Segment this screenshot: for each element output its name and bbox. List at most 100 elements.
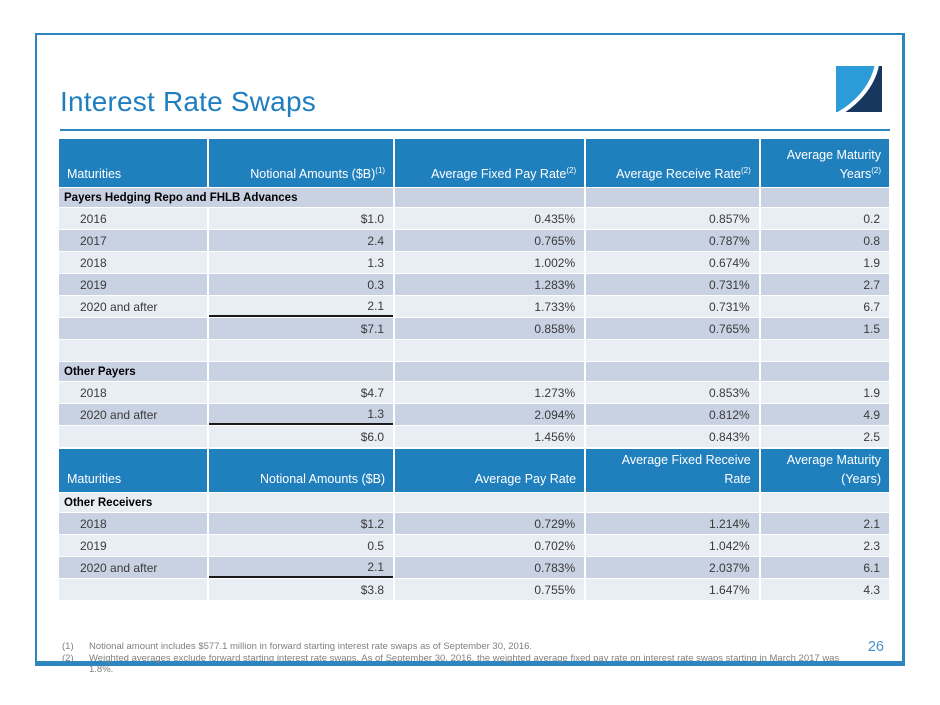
footnote-marker: (1)	[62, 641, 74, 652]
footnote-text: Notional amount includes $577.1 million …	[89, 641, 533, 652]
table-row: 2019 0.5 0.702% 1.042% 2.3	[59, 535, 889, 557]
cell: 2020 and after	[59, 404, 207, 425]
table-row: 2018 $1.2 0.729% 1.214% 2.1	[59, 513, 889, 535]
cell	[586, 340, 759, 361]
cell	[208, 340, 394, 361]
cell: 0.731%	[586, 274, 759, 295]
cell: 2017	[59, 230, 207, 251]
footnote-marker: (2)	[62, 652, 74, 664]
slide-border	[35, 33, 905, 666]
cell	[208, 493, 394, 513]
cell: 0.765%	[395, 230, 585, 251]
cell: 2.1	[208, 557, 394, 579]
cell: $3.8	[208, 579, 394, 601]
column-header-avg-maturity: Average Maturity Years(2)	[760, 139, 889, 187]
cell: 0.843%	[586, 426, 759, 447]
cell	[395, 362, 585, 381]
cell: $1.0	[208, 208, 394, 229]
cell: 1.042%	[586, 535, 759, 557]
cell: 1.283%	[395, 274, 585, 295]
section-header-row: Other Payers	[59, 362, 889, 381]
column-header-maturities: Maturities	[59, 449, 207, 493]
cell: 0.765%	[586, 318, 759, 339]
cell: 2019	[59, 535, 207, 557]
cell: 2.5	[760, 426, 889, 447]
cell: 2016	[59, 208, 207, 229]
column-header-notional: Notional Amounts ($B)	[208, 449, 394, 493]
footnote-text: Weighted averages exclude forward starti…	[89, 652, 840, 676]
table-row: 2020 and after 2.1 0.783% 2.037% 6.1	[59, 557, 889, 579]
cell	[59, 426, 207, 447]
column-header-maturities: Maturities	[59, 139, 207, 187]
cell: 1.733%	[395, 296, 585, 317]
cell: 2.3	[760, 535, 889, 557]
table-row: 2020 and after 2.1 1.733% 0.731% 6.7	[59, 296, 889, 317]
cell: 0.755%	[395, 579, 585, 601]
cell	[208, 362, 394, 381]
cell: 0.702%	[395, 535, 585, 557]
footnote-2: (2) Weighted averages exclude forward st…	[62, 653, 842, 676]
cell	[760, 493, 889, 513]
cell	[59, 340, 207, 361]
page-title: Interest Rate Swaps	[60, 86, 316, 117]
cell: 0.787%	[586, 230, 759, 251]
cell: 4.3	[760, 579, 889, 601]
cell: 2.1	[760, 513, 889, 535]
column-header-pay-rate: Average Pay Rate	[395, 449, 585, 493]
cell: 0.857%	[586, 208, 759, 229]
table-row: $6.0 1.456% 0.843% 2.5	[59, 426, 889, 447]
table-row: 2017 2.4 0.765% 0.787% 0.8	[59, 230, 889, 251]
tables-area: Maturities Notional Amounts ($B)(1) Aver…	[57, 138, 891, 601]
section-header-row: Other Receivers	[59, 493, 889, 513]
footnotes: (1) Notional amount includes $577.1 mill…	[62, 641, 842, 676]
cell: 0.5	[208, 535, 394, 557]
cell: 2018	[59, 513, 207, 535]
cell: 0.783%	[395, 557, 585, 579]
table-row	[59, 340, 889, 361]
cell: 6.7	[760, 296, 889, 317]
cell: 1.647%	[586, 579, 759, 601]
cell: 2019	[59, 274, 207, 295]
cell	[59, 318, 207, 339]
cell: 2020 and after	[59, 296, 207, 317]
header-row: Maturities Notional Amounts ($B) Average…	[59, 449, 889, 493]
column-header-notional: Notional Amounts ($B)(1)	[208, 139, 394, 187]
cell	[395, 493, 585, 513]
cell	[59, 579, 207, 601]
cell: $1.2	[208, 513, 394, 535]
section-header-row: Payers Hedging Repo and FHLB Advances	[59, 188, 889, 207]
column-header-fixed-pay-rate: Average Fixed Pay Rate(2)	[395, 139, 585, 187]
receivers-swaps-table: Maturities Notional Amounts ($B) Average…	[57, 448, 891, 601]
cell: $6.0	[208, 426, 394, 447]
cell: 0.853%	[586, 382, 759, 403]
title-divider	[60, 129, 890, 131]
cell	[760, 340, 889, 361]
cell: 0.3	[208, 274, 394, 295]
cell: 0.812%	[586, 404, 759, 425]
cell: 2.1	[208, 296, 394, 317]
payers-swaps-table: Maturities Notional Amounts ($B)(1) Aver…	[57, 138, 891, 448]
cell: 1.5	[760, 318, 889, 339]
page-number: 26	[867, 639, 884, 655]
cell	[586, 362, 759, 381]
cell: 1.9	[760, 382, 889, 403]
cell	[586, 493, 759, 513]
table-row: 2018 $4.7 1.273% 0.853% 1.9	[59, 382, 889, 403]
cell: 2.7	[760, 274, 889, 295]
cell: 0.729%	[395, 513, 585, 535]
cell: 0.8	[760, 230, 889, 251]
table-row: $7.1 0.858% 0.765% 1.5	[59, 318, 889, 339]
cell: 1.9	[760, 252, 889, 273]
cell: 2018	[59, 382, 207, 403]
cell: $4.7	[208, 382, 394, 403]
cell: $7.1	[208, 318, 394, 339]
company-logo	[836, 66, 882, 112]
cell	[586, 188, 759, 207]
cell	[395, 340, 585, 361]
cell: 0.674%	[586, 252, 759, 273]
cell	[395, 188, 585, 207]
footnote-1: (1) Notional amount includes $577.1 mill…	[62, 641, 842, 653]
cell: 0.2	[760, 208, 889, 229]
cell: 6.1	[760, 557, 889, 579]
